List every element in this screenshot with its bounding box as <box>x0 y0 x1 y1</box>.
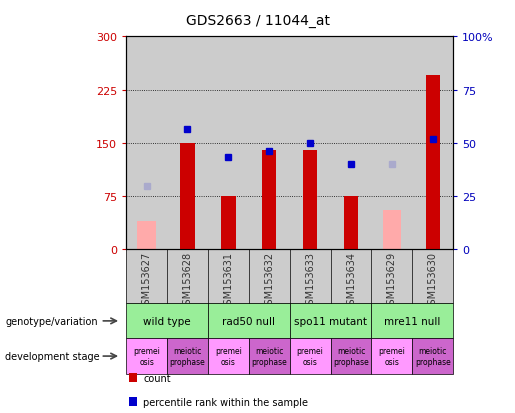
Bar <box>383 211 401 250</box>
Text: percentile rank within the sample: percentile rank within the sample <box>143 397 308 407</box>
Text: premei
osis: premei osis <box>133 347 160 366</box>
Text: premei
osis: premei osis <box>379 347 405 366</box>
Bar <box>221 197 235 250</box>
Bar <box>138 221 156 250</box>
Bar <box>262 151 277 250</box>
Text: spo11 mutant: spo11 mutant <box>294 316 367 326</box>
Text: count: count <box>143 373 171 383</box>
Bar <box>303 151 317 250</box>
Text: meiotic
prophase: meiotic prophase <box>333 347 369 366</box>
Text: meiotic
prophase: meiotic prophase <box>415 347 451 366</box>
Text: meiotic
prophase: meiotic prophase <box>169 347 205 366</box>
Text: premei
osis: premei osis <box>215 347 242 366</box>
Text: development stage: development stage <box>5 351 100 361</box>
Text: genotype/variation: genotype/variation <box>5 316 98 326</box>
Text: meiotic
prophase: meiotic prophase <box>251 347 287 366</box>
Text: premei
osis: premei osis <box>297 347 323 366</box>
Bar <box>425 76 440 250</box>
Bar <box>180 144 195 250</box>
Bar <box>344 197 358 250</box>
Text: rad50 null: rad50 null <box>222 316 276 326</box>
Text: GDS2663 / 11044_at: GDS2663 / 11044_at <box>185 14 330 28</box>
Text: wild type: wild type <box>143 316 191 326</box>
Text: mre11 null: mre11 null <box>384 316 440 326</box>
